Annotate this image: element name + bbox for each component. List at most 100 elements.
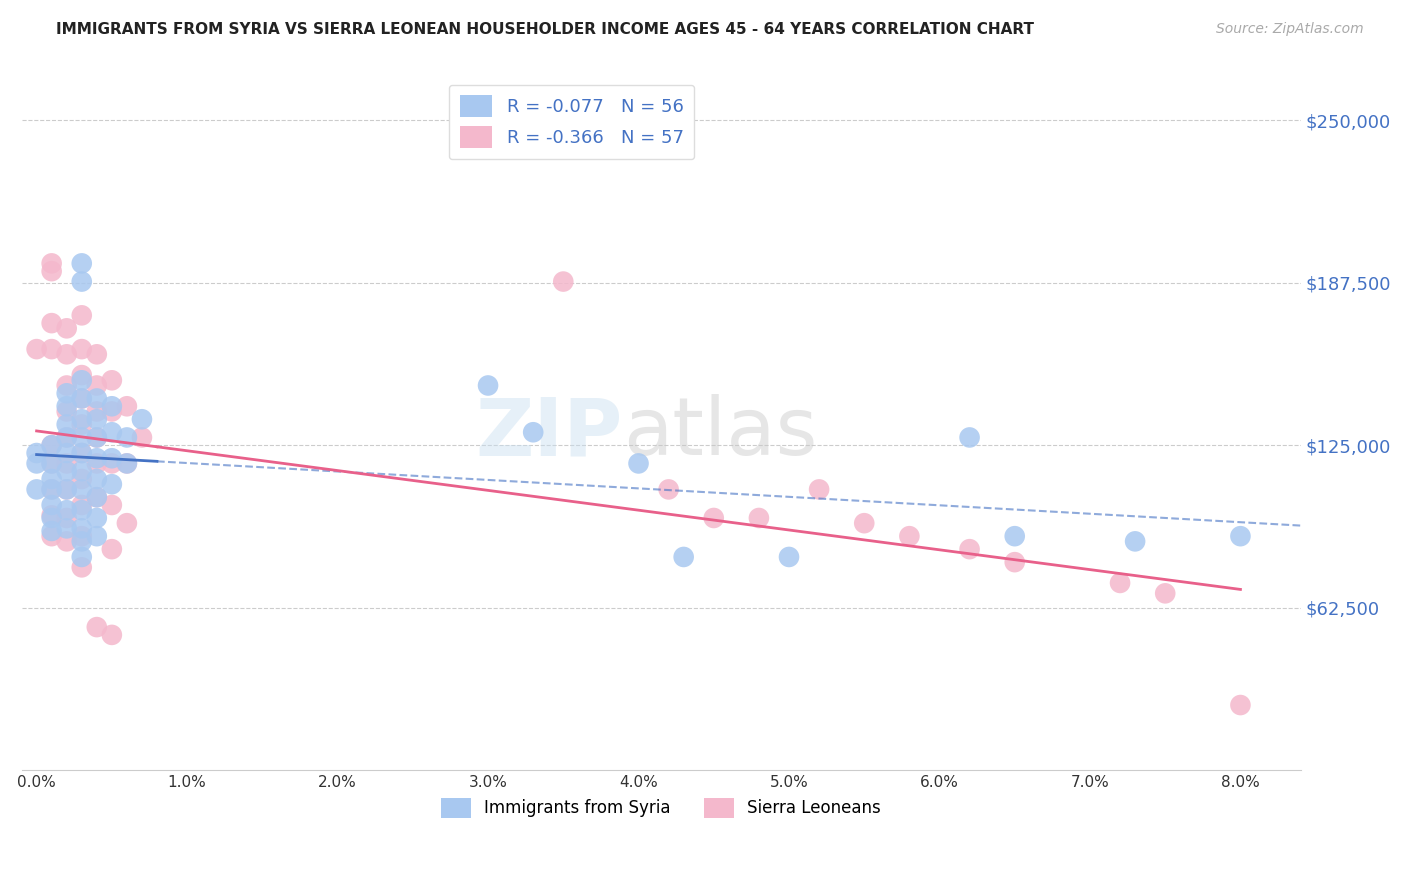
Point bbox=[70, 464, 93, 478]
Point bbox=[477, 378, 499, 392]
Point bbox=[101, 477, 124, 491]
Point bbox=[131, 412, 153, 426]
Point bbox=[55, 386, 77, 401]
Point bbox=[748, 511, 770, 525]
Point bbox=[86, 490, 108, 504]
Point bbox=[522, 425, 544, 440]
Point bbox=[41, 529, 63, 543]
Point bbox=[86, 457, 108, 471]
Point bbox=[55, 464, 77, 478]
Point bbox=[70, 483, 93, 497]
Point bbox=[86, 620, 108, 634]
Point bbox=[41, 498, 63, 512]
Point bbox=[959, 542, 981, 557]
Point bbox=[70, 549, 93, 564]
Point bbox=[101, 542, 124, 557]
Point bbox=[55, 503, 77, 517]
Point bbox=[1109, 576, 1132, 591]
Point bbox=[627, 457, 650, 471]
Point bbox=[25, 446, 48, 460]
Point bbox=[1154, 586, 1177, 600]
Point bbox=[101, 457, 124, 471]
Point bbox=[115, 399, 138, 413]
Point bbox=[41, 457, 63, 471]
Point bbox=[70, 446, 93, 460]
Point bbox=[70, 275, 93, 289]
Point bbox=[41, 438, 63, 452]
Point bbox=[70, 534, 93, 549]
Point bbox=[55, 446, 77, 460]
Point bbox=[1004, 555, 1026, 569]
Point bbox=[808, 483, 831, 497]
Point bbox=[115, 430, 138, 444]
Point bbox=[55, 534, 77, 549]
Point bbox=[41, 483, 63, 497]
Point bbox=[86, 404, 108, 418]
Point bbox=[853, 516, 876, 531]
Point bbox=[70, 503, 93, 517]
Point bbox=[101, 373, 124, 387]
Point bbox=[25, 483, 48, 497]
Point bbox=[55, 378, 77, 392]
Point bbox=[1123, 534, 1146, 549]
Point bbox=[41, 508, 63, 523]
Point bbox=[86, 490, 108, 504]
Text: atlas: atlas bbox=[623, 394, 817, 472]
Point bbox=[115, 457, 138, 471]
Point bbox=[70, 392, 93, 406]
Point bbox=[41, 511, 63, 525]
Point bbox=[70, 430, 93, 444]
Point bbox=[55, 457, 77, 471]
Point bbox=[70, 529, 93, 543]
Point bbox=[55, 404, 77, 418]
Point bbox=[70, 446, 93, 460]
Point bbox=[101, 451, 124, 466]
Point bbox=[55, 321, 77, 335]
Point bbox=[86, 392, 108, 406]
Point bbox=[70, 472, 93, 486]
Point bbox=[41, 483, 63, 497]
Point bbox=[41, 457, 63, 471]
Point bbox=[55, 483, 77, 497]
Point bbox=[658, 483, 681, 497]
Point bbox=[70, 373, 93, 387]
Point bbox=[70, 498, 93, 512]
Point bbox=[86, 511, 108, 525]
Point bbox=[101, 628, 124, 642]
Point bbox=[101, 399, 124, 413]
Point bbox=[70, 412, 93, 426]
Text: IMMIGRANTS FROM SYRIA VS SIERRA LEONEAN HOUSEHOLDER INCOME AGES 45 - 64 YEARS CO: IMMIGRANTS FROM SYRIA VS SIERRA LEONEAN … bbox=[56, 22, 1035, 37]
Point bbox=[778, 549, 800, 564]
Text: Source: ZipAtlas.com: Source: ZipAtlas.com bbox=[1216, 22, 1364, 37]
Point bbox=[41, 264, 63, 278]
Point bbox=[25, 457, 48, 471]
Point bbox=[55, 430, 77, 444]
Point bbox=[898, 529, 921, 543]
Point bbox=[1004, 529, 1026, 543]
Point bbox=[25, 342, 48, 356]
Point bbox=[41, 438, 63, 452]
Point bbox=[703, 511, 725, 525]
Point bbox=[86, 529, 108, 543]
Point bbox=[70, 309, 93, 323]
Point bbox=[55, 417, 77, 432]
Point bbox=[86, 451, 108, 466]
Point bbox=[672, 549, 695, 564]
Point bbox=[131, 430, 153, 444]
Point bbox=[959, 430, 981, 444]
Point bbox=[41, 256, 63, 270]
Point bbox=[41, 472, 63, 486]
Point bbox=[101, 404, 124, 418]
Point bbox=[70, 560, 93, 574]
Point bbox=[55, 521, 77, 535]
Point bbox=[86, 347, 108, 361]
Point bbox=[101, 498, 124, 512]
Point bbox=[86, 412, 108, 426]
Point bbox=[55, 430, 77, 444]
Point bbox=[41, 342, 63, 356]
Point bbox=[86, 378, 108, 392]
Point bbox=[41, 524, 63, 538]
Point bbox=[86, 430, 108, 444]
Point bbox=[1229, 698, 1251, 712]
Point bbox=[101, 425, 124, 440]
